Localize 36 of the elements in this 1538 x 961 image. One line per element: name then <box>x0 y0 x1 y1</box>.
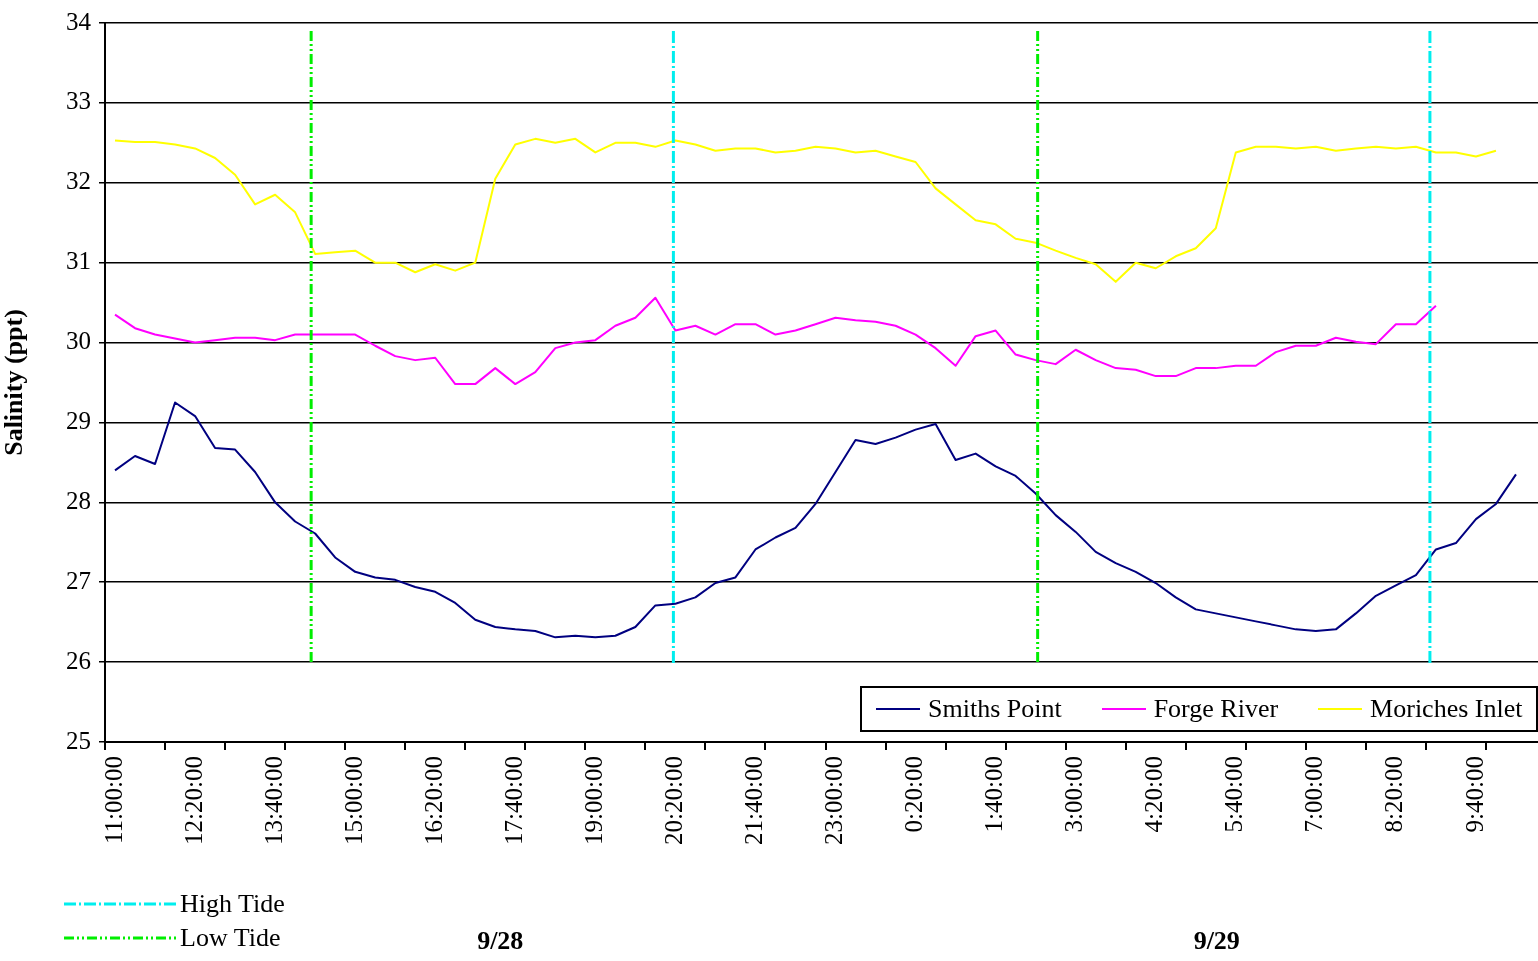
x-tick-label: 19:00:00 <box>579 756 607 845</box>
x-tick-label: 20:20:00 <box>659 756 687 845</box>
legend-label: Smiths Point <box>928 694 1062 724</box>
x-tick-label: 16:20:00 <box>419 756 447 845</box>
x-tick-label: 8:20:00 <box>1380 756 1408 833</box>
x-tick-label: 12:20:00 <box>179 756 207 845</box>
y-tick-label: 26 <box>66 646 91 674</box>
x-tick-label: 13:40:00 <box>259 756 287 845</box>
y-tick-label: 33 <box>66 87 91 115</box>
y-tick-label: 27 <box>66 566 91 594</box>
y-tick-label: 25 <box>66 726 91 754</box>
x-tick-label: 1:40:00 <box>980 756 1008 833</box>
y-tick-label: 30 <box>66 327 91 355</box>
x-tick-label: 15:00:00 <box>339 756 367 845</box>
y-tick-label: 32 <box>66 167 91 195</box>
legend-label: Low Tide <box>180 923 281 953</box>
x-tick-label: 7:00:00 <box>1300 756 1328 833</box>
x-tick-label: 11:00:00 <box>99 756 127 844</box>
x-tick-label: 23:00:00 <box>820 756 848 845</box>
x-tick-label: 5:40:00 <box>1220 756 1248 833</box>
x-tick-label: 0:20:00 <box>900 756 928 833</box>
y-tick-label: 29 <box>66 407 91 435</box>
y-tick-label: 34 <box>66 7 92 35</box>
legend-label: Forge River <box>1153 694 1279 724</box>
y-axis-title: Salinity (ppt) <box>0 309 29 456</box>
x-tick-label: 17:40:00 <box>499 756 527 845</box>
x-tick-label: 9:40:00 <box>1460 756 1488 833</box>
y-tick-label: 28 <box>66 486 91 514</box>
y-tick-label: 31 <box>66 247 91 275</box>
legend-label: Moriches Inlet <box>1370 694 1523 724</box>
legend-label: High Tide <box>180 889 285 919</box>
x-tick-label: 3:00:00 <box>1060 756 1088 833</box>
text: 9/29 <box>1193 926 1240 956</box>
x-tick-label: 21:40:00 <box>740 756 768 845</box>
text: 9/28 <box>477 926 524 956</box>
x-tick-label: 4:20:00 <box>1140 756 1168 833</box>
